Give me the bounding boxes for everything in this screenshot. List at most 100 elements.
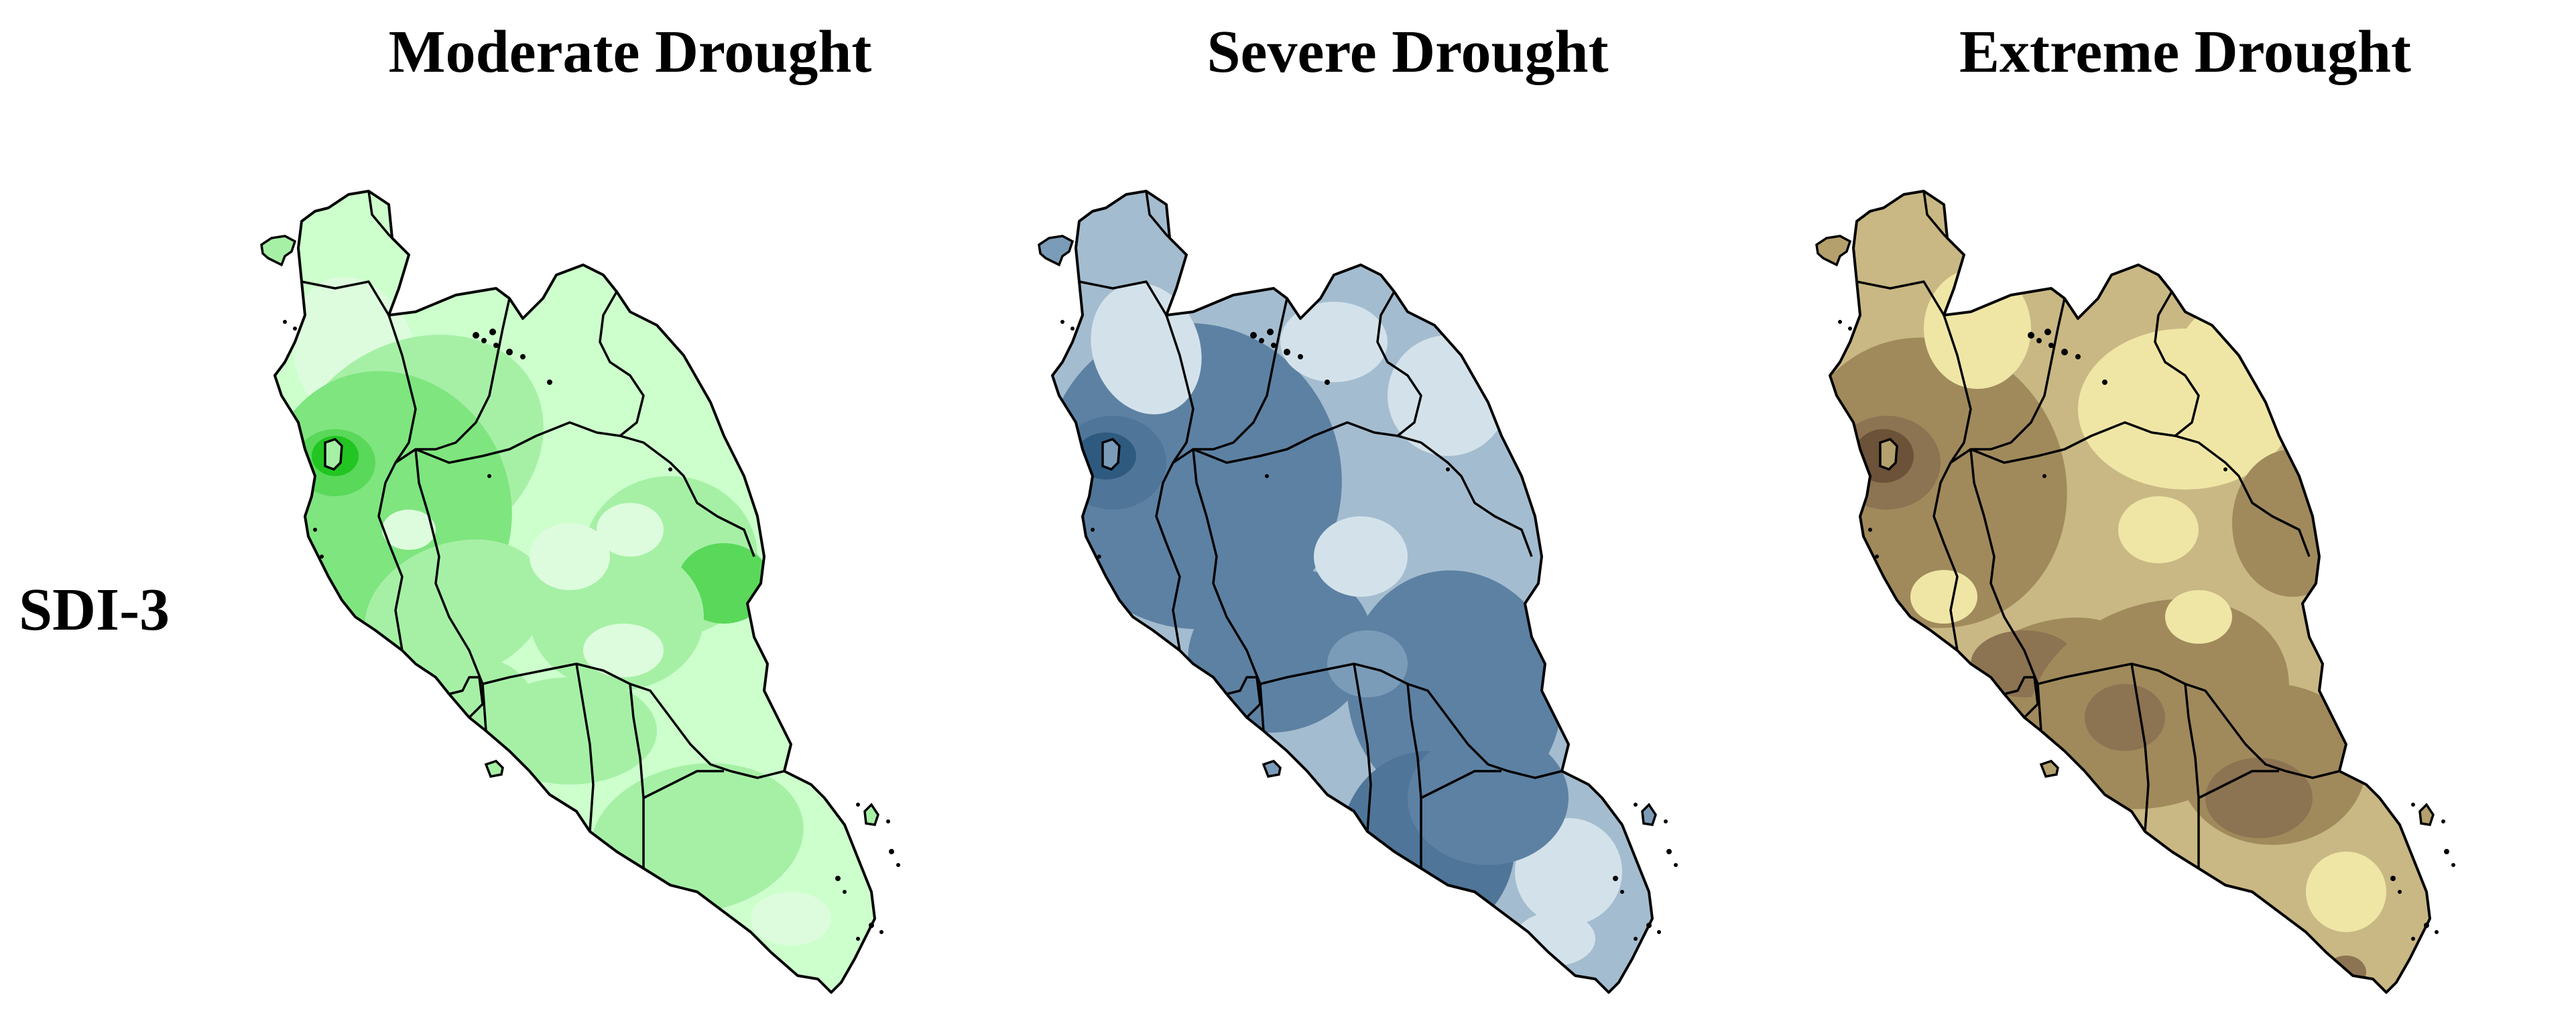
islet — [2044, 329, 2051, 335]
islet — [2223, 467, 2227, 471]
state-border — [1856, 280, 1945, 316]
islet — [2048, 343, 2054, 348]
state-border — [1172, 298, 1288, 464]
islet — [293, 327, 297, 331]
peninsula-outline — [1051, 190, 1654, 994]
islet — [889, 849, 894, 854]
state-border — [1145, 190, 1171, 239]
islet — [313, 528, 317, 532]
island — [1641, 803, 1657, 826]
islet — [489, 329, 496, 335]
drought-contour-mid — [483, 677, 657, 785]
islet — [2411, 937, 2415, 941]
drought-contour-light — [1280, 302, 1388, 382]
drought-contour-strong — [2232, 449, 2353, 597]
islet — [2061, 349, 2068, 355]
islet — [2411, 803, 2415, 807]
state-border — [1192, 449, 1265, 732]
islet — [2028, 332, 2034, 339]
state-border — [377, 314, 417, 651]
drought-contour-light — [382, 510, 436, 550]
drought-contour-light — [1091, 283, 1202, 414]
islet — [2441, 819, 2445, 823]
islet — [843, 890, 847, 894]
map-extreme-drought — [1815, 190, 2455, 994]
state-border — [1420, 770, 1501, 799]
row-label-index: SDI-3 — [19, 577, 170, 643]
drought-contour-light — [2118, 496, 2199, 563]
drought-contour-light — [530, 523, 610, 590]
islet — [2075, 354, 2081, 359]
state-border — [414, 449, 487, 732]
islet — [1646, 923, 1652, 928]
state-border — [1192, 421, 1533, 557]
island — [2039, 759, 2059, 778]
islet — [1325, 380, 1330, 385]
state-border — [1079, 280, 1168, 316]
island — [863, 803, 879, 826]
islet — [2042, 474, 2046, 478]
island — [2418, 803, 2435, 826]
islet — [1848, 327, 1852, 331]
drought-contour-strong — [1408, 731, 1569, 865]
islet — [668, 467, 672, 471]
drought-contour-group — [1052, 283, 1622, 966]
state-border — [1226, 676, 1262, 719]
islet — [547, 380, 552, 385]
islet — [1868, 528, 1872, 532]
state-border — [1970, 421, 2311, 557]
drought-contour-light — [1924, 268, 2031, 389]
islet — [2102, 380, 2107, 385]
state-border — [1353, 663, 1372, 832]
islet — [2036, 338, 2042, 343]
islet — [1666, 849, 1672, 854]
panel-title-extreme: Extreme Drought — [1959, 19, 2412, 85]
state-border — [1406, 683, 1422, 868]
islet — [1620, 890, 1624, 894]
island — [260, 235, 297, 267]
islet — [856, 803, 860, 807]
drought-contour-mid — [1327, 630, 1408, 697]
drought-contour-light — [2306, 852, 2386, 932]
state-border — [301, 280, 390, 316]
drought-contour-light — [597, 503, 664, 557]
drought-contour-light — [583, 624, 664, 677]
islet — [1271, 343, 1276, 348]
islet — [473, 332, 479, 339]
map-severe-drought — [1038, 190, 1678, 994]
islet — [506, 349, 513, 355]
islet — [1875, 555, 1879, 559]
islet — [481, 338, 487, 343]
state-border — [2198, 770, 2279, 799]
islet — [1097, 555, 1101, 559]
panel-title-moderate: Moderate Drought — [388, 19, 872, 85]
islet — [1091, 528, 1095, 532]
islet — [886, 819, 890, 823]
islet — [1657, 930, 1661, 934]
islet — [1838, 320, 1842, 324]
state-border — [395, 298, 511, 464]
islet — [2390, 876, 2396, 881]
islet — [1446, 467, 1450, 471]
drought-contour-darker — [2085, 684, 2165, 751]
islet — [1267, 329, 1274, 335]
map-moderate-drought — [260, 190, 900, 994]
state-border — [2154, 291, 2200, 437]
islet — [869, 923, 874, 928]
drought-contour-darker — [2205, 758, 2313, 838]
islet — [1634, 803, 1638, 807]
state-border — [643, 770, 724, 799]
state-border — [629, 683, 645, 868]
panel-title-severe: Severe Drought — [1207, 19, 1609, 85]
islet — [856, 937, 860, 941]
islet — [1060, 320, 1064, 324]
state-border — [2004, 676, 2039, 719]
state-border — [482, 663, 785, 779]
drought-contour-darker — [2326, 956, 2366, 989]
islet — [2444, 849, 2449, 854]
island — [484, 759, 504, 778]
islet — [1613, 876, 1618, 881]
peninsula-outline — [273, 190, 876, 994]
islet — [879, 930, 883, 934]
state-border — [1933, 314, 1972, 651]
